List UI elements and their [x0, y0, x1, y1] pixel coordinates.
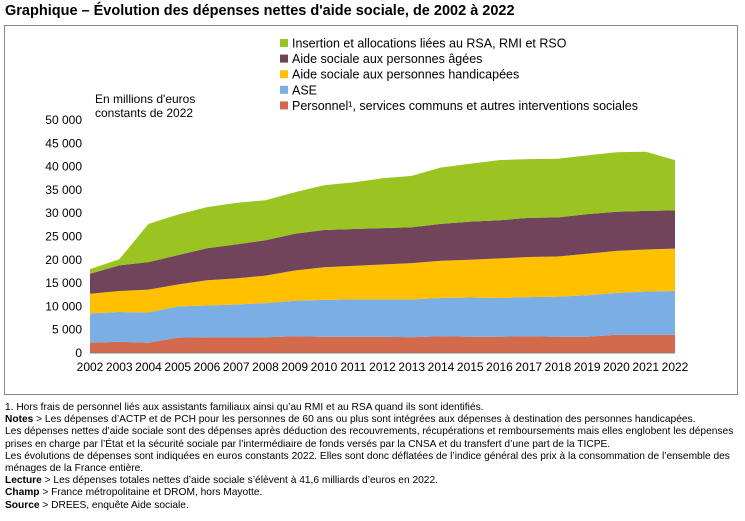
notes-text-3: Les évolutions de dépenses sont indiquée…	[5, 450, 730, 475]
legend-label-0: Personnel¹, services communs et autres i…	[292, 99, 638, 113]
x-tick-label: 2021	[632, 360, 659, 374]
y-tick-label: 10 000	[45, 299, 82, 313]
y-tick-label: 25 000	[45, 230, 82, 244]
x-tick-label: 2004	[135, 360, 162, 374]
source-paragraph: Source > DREES, enquête Aide sociale.	[5, 500, 743, 512]
area-series-2	[90, 248, 675, 314]
y-tick-label: 35 000	[45, 183, 82, 197]
notes-text-1: > Les dépenses d’ACTP et de PCH pour les…	[33, 414, 696, 426]
lecture-text: > Les dépenses totales nettes d’aide soc…	[41, 475, 438, 487]
x-tick-label: 2008	[252, 360, 279, 374]
axes: 0 5 000 10 000 15 000 20 000 25 000 30 000 35 0…	[45, 113, 688, 374]
champ-text: > France métropolitaine et DROM, hors Ma…	[39, 487, 263, 499]
legend-label-2: Aide sociale aux personnes handicapées	[292, 68, 519, 82]
y-tick-label: 30 000	[45, 206, 82, 220]
y-tick-label: 40 000	[45, 160, 82, 174]
y-tick-label: 5 000	[52, 323, 82, 337]
x-tick-label: 2012	[369, 360, 396, 374]
x-tick-label: 2022	[662, 360, 689, 374]
x-tick-label: 2015	[457, 360, 484, 374]
y-tick-label: 50 000	[45, 113, 82, 127]
unit-label-line1: En millions d'euros	[95, 92, 195, 106]
legend-label-3: Aide sociale aux personnes âgées	[292, 52, 482, 66]
y-tick-label: 45 000	[45, 136, 82, 150]
legend-label-1: ASE	[292, 83, 317, 97]
x-tick-label: 2013	[398, 360, 425, 374]
lecture-label: Lecture	[5, 475, 42, 487]
legend-label-4: Insertion et allocations liées au RSA, R…	[292, 37, 567, 51]
legend-swatch-4	[280, 39, 288, 47]
x-tick-label: 2009	[281, 360, 308, 374]
series-areas	[90, 151, 675, 353]
x-tick-label: 2017	[515, 360, 542, 374]
y-tick-label: 20 000	[45, 253, 82, 267]
x-tick-label: 2016	[486, 360, 513, 374]
legend-swatch-0	[280, 101, 288, 110]
chart-notes: 1. Hors frais de personnel liés aux assi…	[5, 402, 743, 512]
champ-paragraph: Champ > France métropolitaine et DROM, h…	[5, 487, 743, 499]
chart-frame: 0 5 000 10 000 15 000 20 000 25 000 30 000 35 0…	[4, 25, 738, 395]
champ-label: Champ	[5, 487, 40, 499]
x-tick-label: 2002	[77, 360, 104, 374]
y-tick-label: 15 000	[45, 276, 82, 290]
x-tick-label: 2005	[164, 360, 191, 374]
x-tick-label: 2019	[574, 360, 601, 374]
notes-text-2: Les dépenses nettes d’aide sociale sont …	[5, 426, 734, 450]
area-series-1	[90, 291, 675, 343]
source-label: Source	[5, 499, 40, 511]
area-series-4	[90, 151, 675, 274]
x-tick-label: 2003	[106, 360, 133, 374]
legend-swatch-2	[280, 70, 288, 79]
legend-swatch-1	[280, 85, 288, 94]
unit-label-line2: constants de 2022	[95, 106, 193, 120]
x-tick-label: 2011	[340, 360, 366, 374]
x-tick-label: 2018	[545, 360, 572, 374]
x-tick-label: 2020	[603, 360, 630, 374]
source-text: > DREES, enquête Aide sociale.	[39, 499, 189, 511]
footnote: 1. Hors frais de personnel liés aux assi…	[5, 402, 484, 413]
x-tick-label: 2006	[194, 360, 221, 374]
x-tick-label: 2014	[428, 360, 455, 374]
stacked-area-chart: 0 5 000 10 000 15 000 20 000 25 000 30 000 35 0…	[45, 37, 688, 375]
lecture-paragraph: Lecture > Les dépenses totales nettes d’…	[5, 475, 743, 487]
area-series-3	[90, 210, 675, 294]
legend-swatch-3	[280, 54, 288, 63]
area-series-0	[90, 334, 675, 353]
legend: Insertion et allocations liées au RSA, R…	[280, 37, 638, 113]
y-tick-label: 0	[75, 346, 82, 360]
chart-title: Graphique – Évolution des dépenses nette…	[5, 3, 515, 19]
notes-paragraph: Notes > Les dépenses d’ACTP et de PCH po…	[5, 414, 743, 426]
notes-label: Notes	[5, 414, 34, 426]
x-tick-label: 2010	[311, 360, 338, 374]
x-tick-label: 2007	[223, 360, 250, 374]
